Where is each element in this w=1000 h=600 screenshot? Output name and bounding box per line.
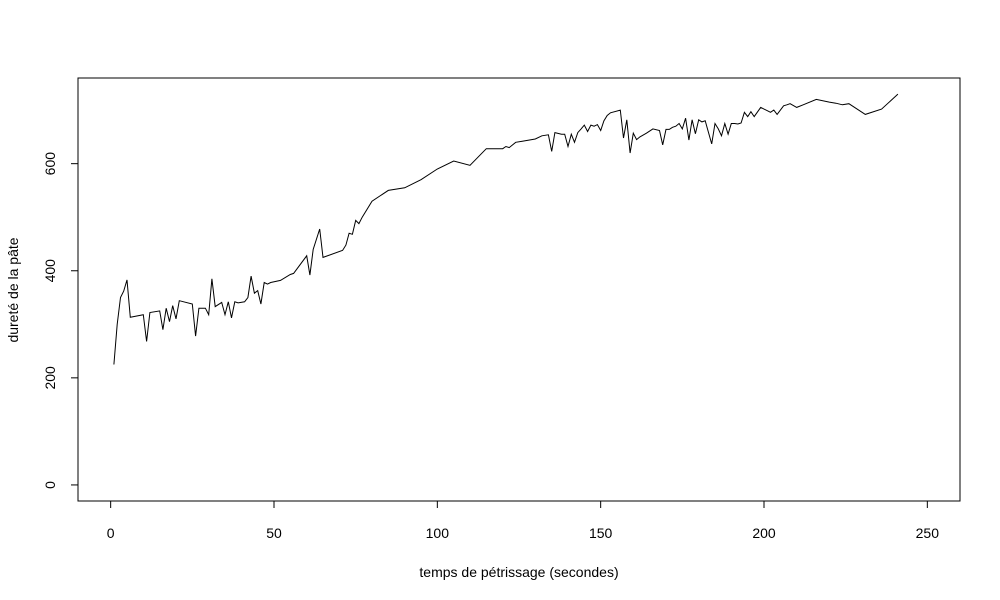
x-tick-label: 200 bbox=[752, 525, 776, 541]
x-tick-label: 150 bbox=[589, 525, 613, 541]
series-line bbox=[113, 93, 899, 365]
y-tick-label: 200 bbox=[42, 366, 58, 390]
x-tick-label: 100 bbox=[426, 525, 450, 541]
x-axis: 0 50 100 150 200 250 bbox=[107, 500, 940, 541]
x-axis-title: temps de pétrissage (secondes) bbox=[419, 564, 618, 580]
y-axis: 0 200 400 600 bbox=[42, 152, 79, 489]
x-tick-label: 50 bbox=[266, 525, 282, 541]
y-tick-label: 400 bbox=[42, 259, 58, 283]
x-tick-label: 250 bbox=[916, 525, 940, 541]
x-tick-label: 0 bbox=[107, 525, 115, 541]
y-axis-title: dureté de la pâte bbox=[5, 237, 21, 342]
y-tick-label: 0 bbox=[42, 481, 58, 489]
y-tick-label: 600 bbox=[42, 152, 58, 176]
